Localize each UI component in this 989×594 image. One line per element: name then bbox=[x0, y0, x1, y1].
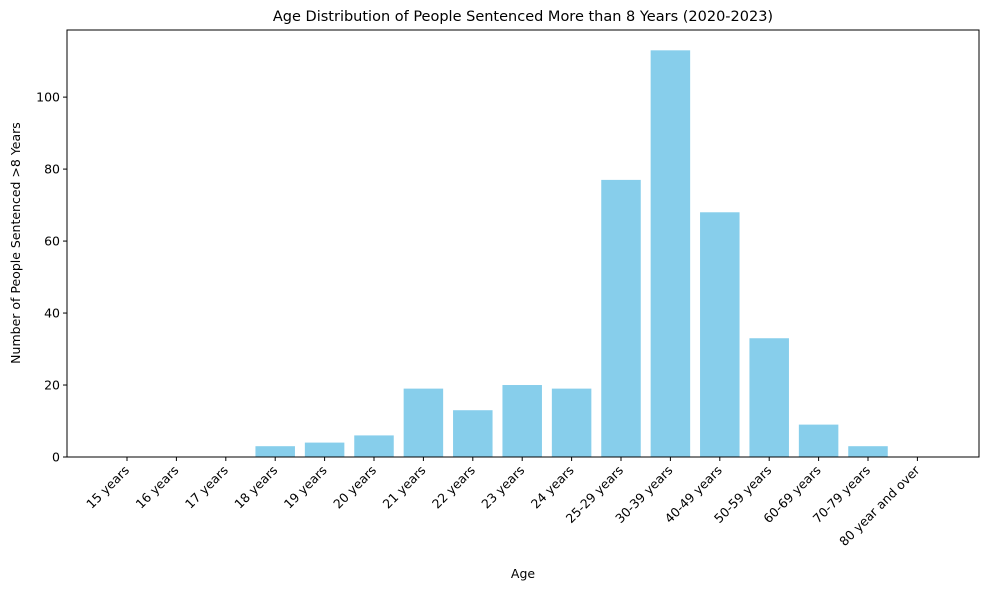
x-tick-label: 17 years bbox=[182, 463, 231, 512]
bar-10 bbox=[601, 179, 641, 457]
bar-8 bbox=[502, 385, 542, 457]
x-axis-ticks: 15 years 16 years 17 years 18 years 19 years… bbox=[83, 457, 923, 549]
y-tick-label: 100 bbox=[36, 90, 60, 105]
x-tick-label: 18 years bbox=[231, 463, 280, 512]
bar-6 bbox=[403, 388, 444, 457]
bar-3 bbox=[255, 446, 295, 457]
x-tick-label: 23 years bbox=[478, 463, 527, 512]
bar-11 bbox=[650, 50, 691, 457]
y-tick-label: 0 bbox=[52, 450, 60, 465]
y-tick-label: 20 bbox=[44, 378, 60, 393]
bar-15 bbox=[848, 446, 888, 457]
y-tick-label: 40 bbox=[44, 306, 60, 321]
x-axis-label: Age bbox=[511, 566, 535, 581]
bar-13 bbox=[749, 338, 789, 457]
bar-4 bbox=[304, 442, 345, 457]
plot-frame bbox=[66, 29, 980, 458]
axis-spines bbox=[66, 29, 980, 458]
y-axis-label: Number of People Sentenced >8 Years bbox=[8, 122, 23, 364]
bar-9 bbox=[551, 388, 592, 457]
y-tick-label: 80 bbox=[44, 162, 60, 177]
x-tick-label: 22 years bbox=[429, 463, 478, 512]
x-tick-label: 24 years bbox=[528, 463, 577, 512]
bar-5 bbox=[354, 435, 394, 457]
chart-title: Age Distribution of People Sentenced Mor… bbox=[273, 9, 773, 25]
x-tick-label: 20 years bbox=[330, 463, 379, 512]
bar-14 bbox=[798, 424, 839, 457]
bar-7 bbox=[453, 410, 493, 457]
y-axis-ticks: 0 20 40 60 80 100 bbox=[36, 90, 67, 465]
x-tick-label: 19 years bbox=[281, 463, 330, 512]
x-tick-label: 21 years bbox=[380, 463, 429, 512]
y-tick-label: 60 bbox=[44, 234, 60, 249]
x-tick-label: 16 years bbox=[133, 463, 182, 512]
bars-layer bbox=[255, 50, 888, 457]
bar-12 bbox=[700, 212, 740, 457]
x-tick-label: 15 years bbox=[83, 463, 132, 512]
